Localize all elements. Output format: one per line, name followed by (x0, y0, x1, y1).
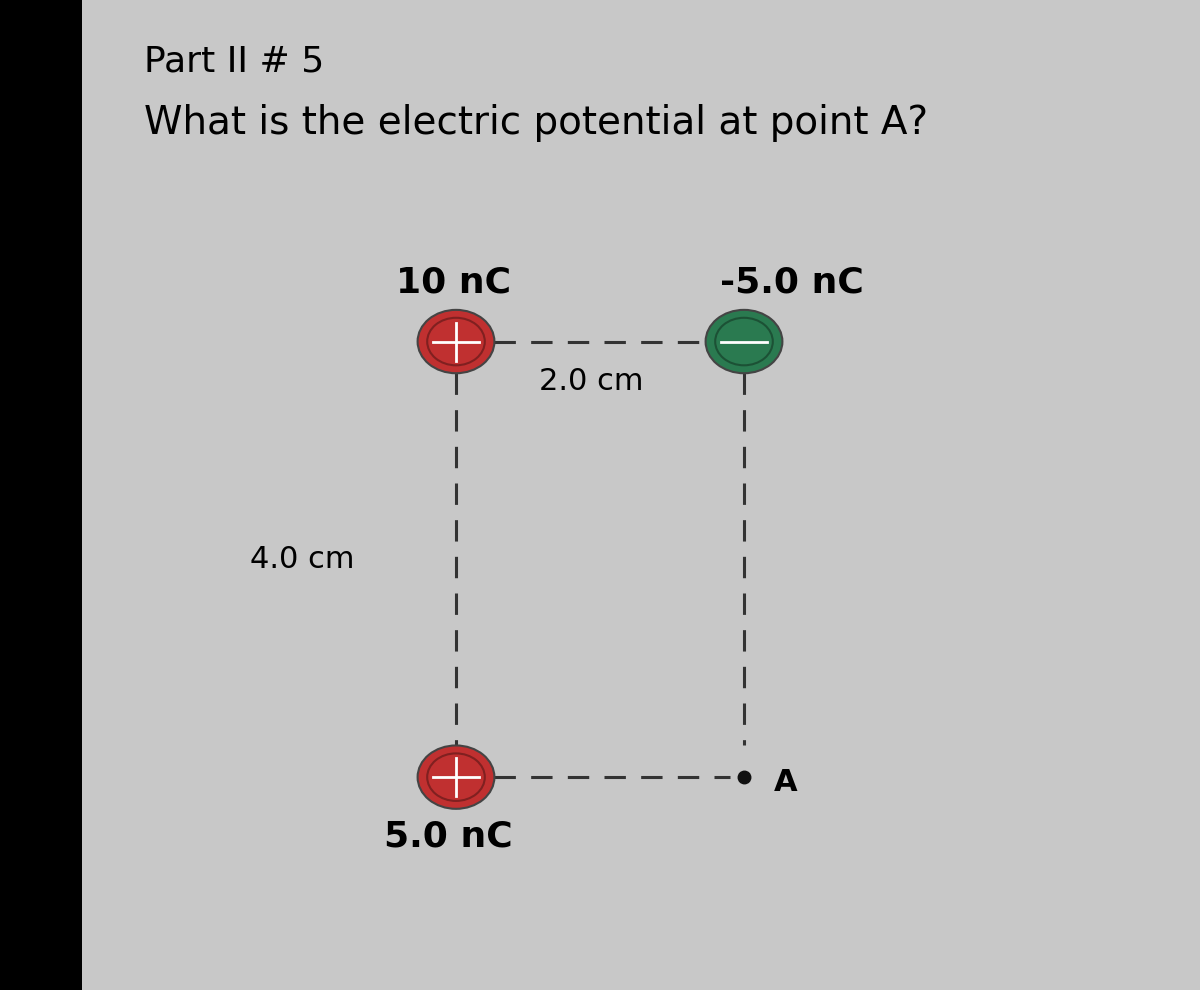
Bar (0, 0, 82, 990)
Text: -5.0 nC: -5.0 nC (720, 265, 864, 299)
Circle shape (418, 310, 494, 373)
Circle shape (706, 310, 782, 373)
Circle shape (418, 745, 494, 809)
Text: What is the electric potential at point A?: What is the electric potential at point … (144, 104, 928, 142)
Text: A: A (774, 767, 798, 797)
Text: 5.0 nC: 5.0 nC (384, 820, 512, 853)
Text: 10 nC: 10 nC (396, 265, 511, 299)
Text: Part II # 5: Part II # 5 (144, 45, 324, 78)
Text: 4.0 cm: 4.0 cm (250, 544, 354, 574)
Text: 2.0 cm: 2.0 cm (539, 366, 644, 396)
